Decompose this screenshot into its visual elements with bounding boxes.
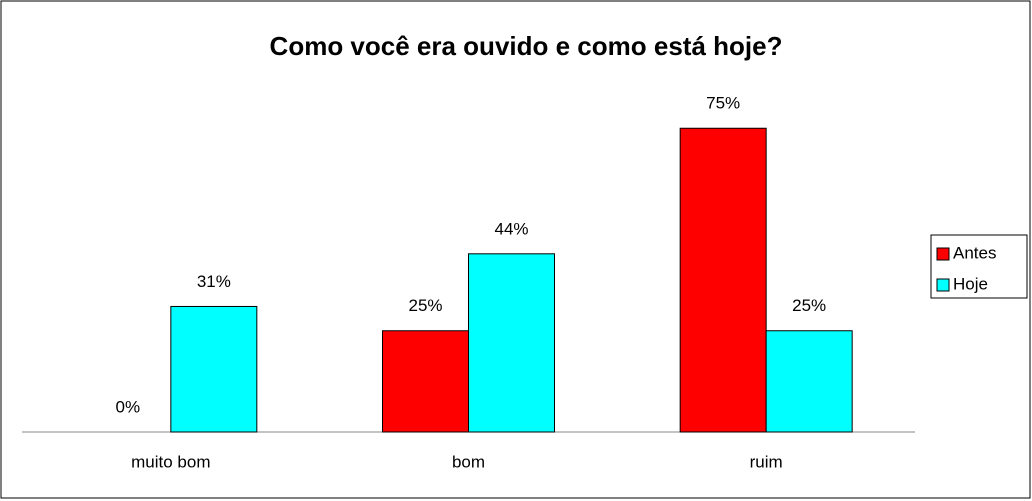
data-label: 75% (706, 94, 740, 113)
data-label: 0% (116, 397, 141, 416)
chart-title: Como você era ouvido e como está hoje? (270, 31, 783, 61)
bar (170, 305, 258, 433)
legend-label: Antes (953, 243, 996, 262)
data-label: 31% (197, 272, 231, 291)
bar (382, 330, 469, 433)
bar (765, 330, 853, 433)
x-tick-label: bom (452, 452, 485, 471)
legend-swatch (936, 278, 950, 292)
data-label: 44% (494, 219, 528, 238)
legend-swatch (936, 247, 950, 261)
legend-label: Hoje (953, 274, 988, 293)
x-tick-label: muito bom (131, 452, 210, 471)
data-label: 25% (792, 296, 826, 315)
bar (468, 253, 555, 433)
bar (679, 127, 767, 433)
data-label: 25% (408, 296, 442, 315)
x-tick-label: ruim (750, 452, 783, 471)
